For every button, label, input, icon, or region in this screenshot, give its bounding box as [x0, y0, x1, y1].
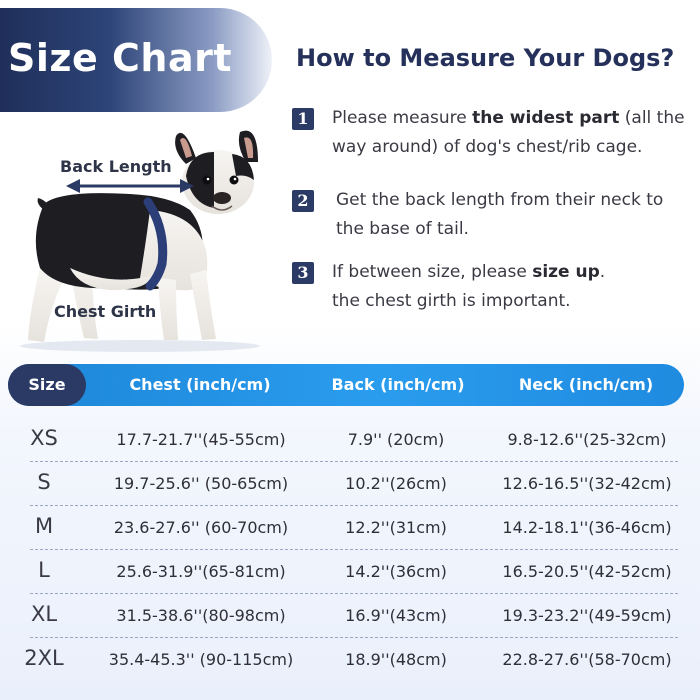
size-cell: XL	[30, 602, 58, 626]
column-header-back: Back (inch/cm)	[331, 375, 465, 394]
chest-cell: 23.6-27.6'' (60-70cm)	[113, 518, 289, 537]
step-number-badge: 2	[292, 190, 314, 212]
back-cell: 18.9''(48cm)	[345, 650, 447, 669]
size-cell: 2XL	[24, 646, 64, 670]
table-header-bar	[8, 364, 684, 406]
row-divider	[30, 637, 678, 638]
step-3-text: If between size, please size up. the che…	[332, 258, 700, 316]
neck-cell: 9.8-12.6''(25-32cm)	[507, 430, 667, 449]
neck-cell: 22.8-27.6''(58-70cm)	[502, 650, 672, 669]
size-cell: S	[37, 470, 51, 494]
size-cell: M	[34, 514, 54, 538]
step-text-bold: the widest part	[472, 108, 620, 128]
back-cell: 16.9''(43cm)	[345, 606, 447, 625]
chest-girth-label: Chest Girth	[54, 302, 157, 321]
step-text-part: If between size, please	[332, 262, 533, 282]
neck-cell: 14.2-18.1''(36-46cm)	[502, 518, 672, 537]
table-row: 2XL 35.4-45.3'' (90-115cm) 18.9''(48cm) …	[0, 640, 700, 684]
table-row: M 23.6-27.6'' (60-70cm) 12.2''(31cm) 14.…	[0, 508, 700, 552]
column-header-size: Size	[28, 375, 66, 394]
chest-cell: 25.6-31.9''(65-81cm)	[116, 562, 286, 581]
chest-cell: 17.7-21.7''(45-55cm)	[116, 430, 286, 449]
table-row: XS 17.7-21.7''(45-55cm) 7.9'' (20cm) 9.8…	[0, 420, 700, 464]
step-number-badge: 3	[292, 262, 314, 284]
row-divider	[30, 461, 678, 462]
column-header-chest: Chest (inch/cm)	[129, 375, 271, 394]
step-number-badge: 1	[292, 108, 314, 130]
size-header-pill	[8, 364, 86, 406]
size-cell: XS	[30, 426, 58, 450]
row-divider	[30, 505, 678, 506]
back-cell: 14.2''(36cm)	[345, 562, 447, 581]
row-divider	[30, 549, 678, 550]
step-1-text: Please measure the widest part (all the …	[332, 104, 700, 162]
neck-cell: 12.6-16.5''(32-42cm)	[502, 474, 672, 493]
neck-cell: 16.5-20.5''(42-52cm)	[502, 562, 672, 581]
back-cell: 12.2''(31cm)	[345, 518, 447, 537]
chest-cell: 19.7-25.6'' (50-65cm)	[113, 474, 289, 493]
step-text-bold: size up	[532, 262, 600, 282]
french-bulldog-image	[20, 130, 260, 352]
table-row: S 19.7-25.6'' (50-65cm) 10.2''(26cm) 12.…	[0, 464, 700, 508]
step-2-text: Get the back length from their neck to t…	[336, 190, 664, 239]
page-title: Size Chart	[8, 36, 233, 80]
step-text-part: (all the way around) of dog's chest/rib …	[332, 108, 685, 157]
title-banner	[0, 8, 272, 112]
table-row: L 25.6-31.9''(65-81cm) 14.2''(36cm) 16.5…	[0, 552, 700, 596]
back-cell: 10.2''(26cm)	[345, 474, 447, 493]
chest-cell: 35.4-45.3'' (90-115cm)	[108, 650, 294, 669]
table-row: XL 31.5-38.6''(80-98cm) 16.9''(43cm) 19.…	[0, 596, 700, 640]
dog-illustration: Back Length Chest Girth	[0, 118, 290, 358]
back-length-label: Back Length	[60, 157, 172, 176]
neck-cell: 19.3-23.2''(49-59cm)	[502, 606, 672, 625]
size-cell: L	[38, 558, 50, 582]
column-header-neck: Neck (inch/cm)	[518, 375, 654, 394]
back-cell: 7.9'' (20cm)	[347, 430, 445, 449]
row-divider	[30, 593, 678, 594]
step-text-line2: the chest girth is important.	[332, 291, 571, 311]
step-text-part: .	[599, 262, 606, 282]
step-text-part: Please measure	[332, 108, 473, 128]
measure-heading: How to Measure Your Dogs?	[296, 44, 675, 72]
chest-cell: 31.5-38.6''(80-98cm)	[116, 606, 286, 625]
